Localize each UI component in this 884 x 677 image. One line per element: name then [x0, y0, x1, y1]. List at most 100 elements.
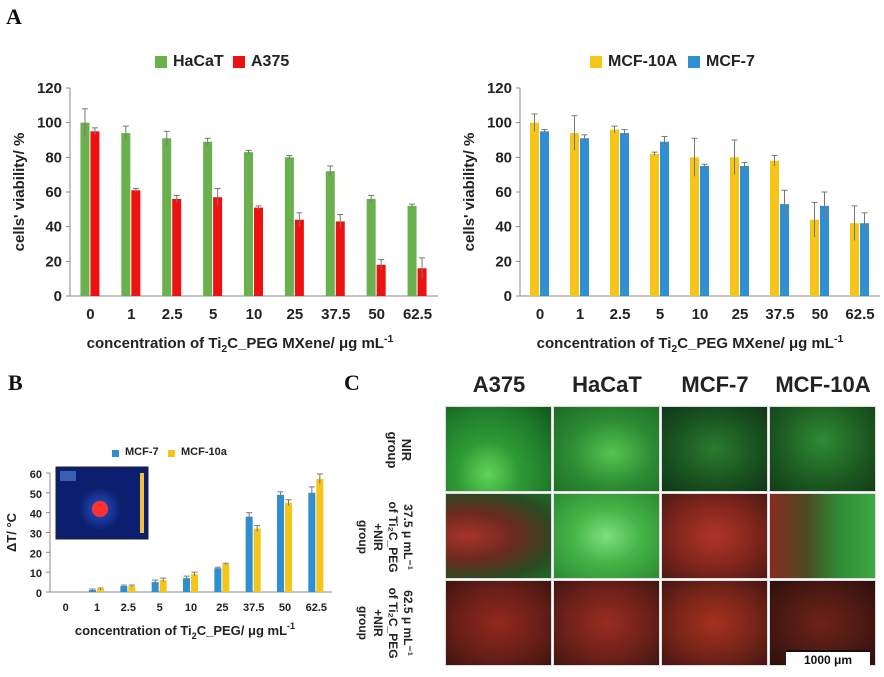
column-header-mcf7: MCF-7 [681, 372, 749, 397]
legend-swatch-mcf-7 [688, 56, 700, 68]
bar-mcf-7-37.5 [780, 204, 789, 296]
y-tick-label: 0 [54, 288, 62, 305]
bar-mcf-10a-10 [690, 157, 699, 296]
bar-mcf-7-0 [540, 131, 549, 296]
bar-mcf-10a-62.5 [850, 223, 859, 296]
micrograph-a375-62-5 [445, 580, 552, 666]
x-tick-label: 10 [692, 306, 709, 323]
chart-a-left-viability: 0 20 40 60 80 100 120 cells' viability/ % 0 1 2.5 5… [11, 53, 438, 355]
y-tick-label: 40 [495, 219, 512, 236]
y-tick-label: 20 [495, 253, 512, 270]
bar-mcf-7-5 [660, 141, 669, 296]
bar-hacat-0 [80, 122, 90, 297]
x-tick-label: 50 [812, 306, 829, 323]
y-tick-label: 80 [495, 149, 512, 166]
chart-b-temperature: 0 10 20 30 40 50 60 ΔT/ °C 0 1 2.5 5 10 25 37.5 50 62.5 c… [4, 446, 332, 641]
micrograph-mcf7-nir [661, 406, 768, 492]
panel-letter-a: A [6, 4, 22, 29]
bar-hacat-5 [203, 141, 213, 296]
legend-label-mcf-10a: MCF-10a [181, 446, 228, 458]
bar-a375-1 [131, 190, 141, 296]
bar-a375-2.5 [172, 198, 182, 296]
y-tick-label: 80 [45, 149, 62, 166]
bar-mcf-7-10 [700, 166, 709, 296]
x-axis-label: concentration of Ti2C_PEG MXene/ μg mL-1 [87, 333, 394, 355]
scale-bar: 1000 μm [786, 650, 870, 667]
x-tick-label: 62.5 [306, 602, 327, 614]
x-tick-label: 62.5 [403, 306, 432, 323]
x-tick-label: 0 [536, 306, 544, 323]
micrograph-mcf10a-nir [769, 406, 876, 492]
x-tick-label: 10 [246, 306, 263, 323]
bar-a375-25 [294, 219, 304, 296]
x-tick-label: 5 [157, 602, 163, 614]
x-tick-label: 10 [185, 602, 197, 614]
micrograph-mcf7-62-5 [661, 580, 768, 666]
y-tick-label: 100 [37, 115, 62, 132]
bar-mcf-7-50 [277, 494, 284, 592]
bar-mcf-10a-5 [159, 580, 167, 592]
row-label-nir-group: NIR group [385, 431, 414, 469]
bar-mcf-7-37.5 [245, 516, 253, 592]
bar-a375-62.5 [417, 268, 427, 296]
legend-swatch-hacat [155, 56, 167, 68]
legend-swatch-mcf-7 [112, 450, 119, 457]
bar-a375-50 [376, 264, 386, 296]
bar-mcf-7-62.5 [860, 223, 869, 296]
bar-mcf-7-2.5 [620, 133, 629, 296]
bar-hacat-25 [284, 157, 294, 296]
bar-mcf-7-50 [820, 205, 829, 296]
y-tick-label: 120 [37, 80, 62, 97]
x-tick-label: 0 [63, 602, 69, 614]
y-tick-label: 40 [30, 509, 42, 521]
x-tick-label: 62.5 [845, 306, 874, 323]
legend-label-mcf-7: MCF-7 [706, 53, 755, 70]
x-tick-label: 25 [732, 306, 749, 323]
x-tick-label: 37.5 [765, 306, 794, 323]
bar-mcf-7-2.5 [120, 586, 128, 592]
y-axis-label: ΔT/ °C [4, 512, 19, 552]
legend-swatch-a375 [233, 56, 245, 68]
legend-label-a375: A375 [251, 53, 289, 70]
bar-mcf-7-10 [183, 578, 190, 592]
bar-hacat-62.5 [407, 205, 417, 296]
y-axis-label: cells' viability/ % [461, 133, 478, 252]
panel-letter-c: C [344, 370, 360, 395]
x-tick-label: 37.5 [243, 602, 264, 614]
bar-hacat-1 [121, 133, 131, 296]
bar-mcf-7-62.5 [308, 492, 316, 592]
bar-hacat-2.5 [162, 138, 172, 296]
micrograph-a375-37-5 [445, 493, 552, 579]
y-tick-label: 20 [45, 253, 62, 270]
y-tick-label: 40 [45, 219, 62, 236]
y-tick-label: 0 [36, 588, 42, 600]
legend-swatch-mcf-10a [168, 450, 175, 457]
row-label-37-5: 37.5 μ mL⁻¹ of Ti₂C_PEG +NIR group [356, 501, 415, 573]
bar-mcf-10a-62.5 [316, 478, 324, 592]
column-header-mcf10a: MCF-10A [775, 372, 871, 397]
panel-letter-b: B [8, 370, 23, 395]
bar-mcf-10a-37.5 [770, 160, 779, 296]
y-tick-label: 0 [504, 288, 512, 305]
bar-mcf-10a-37.5 [253, 528, 261, 592]
x-tick-label: 50 [279, 602, 291, 614]
x-tick-label: 5 [656, 306, 664, 323]
thermal-image-icon [55, 466, 149, 540]
y-tick-label: 120 [487, 80, 512, 97]
bar-mcf-7-5 [151, 582, 159, 592]
bar-mcf-10a-50 [285, 502, 292, 592]
x-tick-label: 2.5 [610, 306, 631, 323]
bar-mcf-10a-1 [97, 589, 104, 592]
bar-mcf-10a-50 [810, 219, 819, 296]
bar-mcf-10a-25 [730, 157, 739, 296]
column-header-a375: A375 [472, 372, 526, 397]
bar-mcf-10a-5 [650, 153, 659, 296]
bar-mcf-7-25 [214, 568, 222, 592]
bar-hacat-10 [244, 152, 253, 296]
micrograph-hacat-37-5 [553, 493, 660, 579]
y-tick-label: 100 [487, 115, 512, 132]
bar-mcf-10a-1 [570, 133, 579, 296]
x-axis-label: concentration of Ti2C_PEG MXene/ μg mL-1 [537, 333, 844, 355]
y-tick-label: 60 [30, 469, 42, 481]
micrograph-a375-nir [445, 406, 552, 492]
